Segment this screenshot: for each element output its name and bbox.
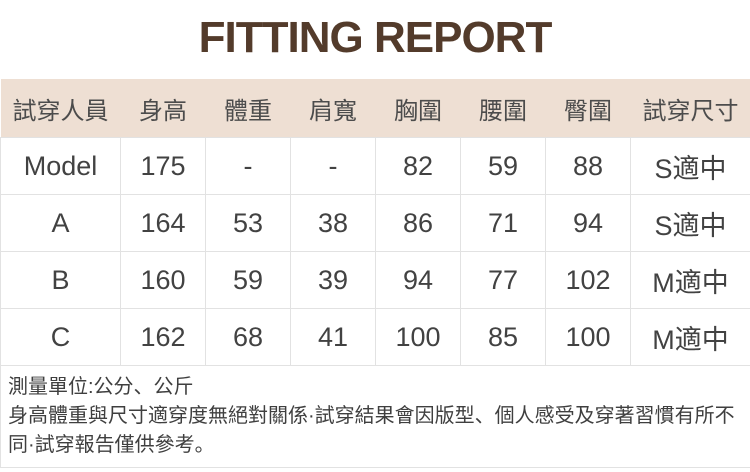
table-cell: 160 [120,251,206,309]
table-cell: 39 [290,251,376,309]
header-cell-height: 身高 [120,79,206,138]
table-row-a: A 164 53 38 86 71 94 S適中 [0,194,750,252]
header-cell-chest: 胸圍 [375,79,461,138]
table-cell: 82 [375,137,461,195]
table-cell: 162 [120,308,206,366]
table-cell: 100 [375,308,461,366]
table-cell: 94 [545,194,631,252]
table-cell: B [0,251,121,309]
table-row-model: Model 175 - - 82 59 88 S適中 [0,137,750,195]
table-cell: 71 [460,194,546,252]
table-cell: 53 [205,194,291,252]
table-cell: 59 [460,137,546,195]
table-cell: C [0,308,121,366]
header-cell-shoulder: 肩寬 [290,79,376,138]
table-cell: Model [0,137,121,195]
table-cell: 175 [120,137,206,195]
fitting-table: 試穿人員 身高 體重 肩寬 胸圍 腰圍 臀圍 試穿尺寸 Model 175 - … [0,79,750,468]
header-cell-waist: 腰圍 [460,79,546,138]
header-cell-hip: 臀圍 [545,79,631,138]
table-cell: 94 [375,251,461,309]
table-cell: 77 [460,251,546,309]
table-row-b: B 160 59 39 94 77 102 M適中 [0,251,750,309]
table-cell: 164 [120,194,206,252]
table-cell: 85 [460,308,546,366]
note-measure-unit: 測量單位:公分、公斤 [8,376,194,398]
table-cell: M適中 [630,308,750,366]
table-cell: A [0,194,121,252]
table-cell: M適中 [630,251,750,309]
header-cell-size: 試穿尺寸 [630,79,750,138]
notes: 測量單位:公分、公斤 身高體重與尺寸適穿度無絕對關係·試穿結果會因版型、個人感受… [0,365,750,468]
note-disclaimer: 身高體重與尺寸適穿度無絕對關係·試穿結果會因版型、個人感受及穿著習慣有所不同·試… [8,405,735,456]
table-cell: 100 [545,308,631,366]
table-row-c: C 162 68 41 100 85 100 M適中 [0,308,750,366]
table-cell: 41 [290,308,376,366]
table-cell: 68 [205,308,291,366]
table-cell: 59 [205,251,291,309]
table-cell: 38 [290,194,376,252]
table-cell: 102 [545,251,631,309]
table-cell: S適中 [630,194,750,252]
table-cell: - [290,137,376,195]
table-cell: 86 [375,194,461,252]
table-cell: S適中 [630,137,750,195]
table-cell: 88 [545,137,631,195]
header-cell-tester: 試穿人員 [0,79,121,138]
page-title: FITTING REPORT [198,13,553,62]
notes-row: 測量單位:公分、公斤 身高體重與尺寸適穿度無絕對關係·試穿結果會因版型、個人感受… [0,365,750,468]
table-cell: - [205,137,291,195]
header-row: 試穿人員 身高 體重 肩寬 胸圍 腰圍 臀圍 試穿尺寸 [0,79,750,138]
header-cell-weight: 體重 [205,79,291,138]
